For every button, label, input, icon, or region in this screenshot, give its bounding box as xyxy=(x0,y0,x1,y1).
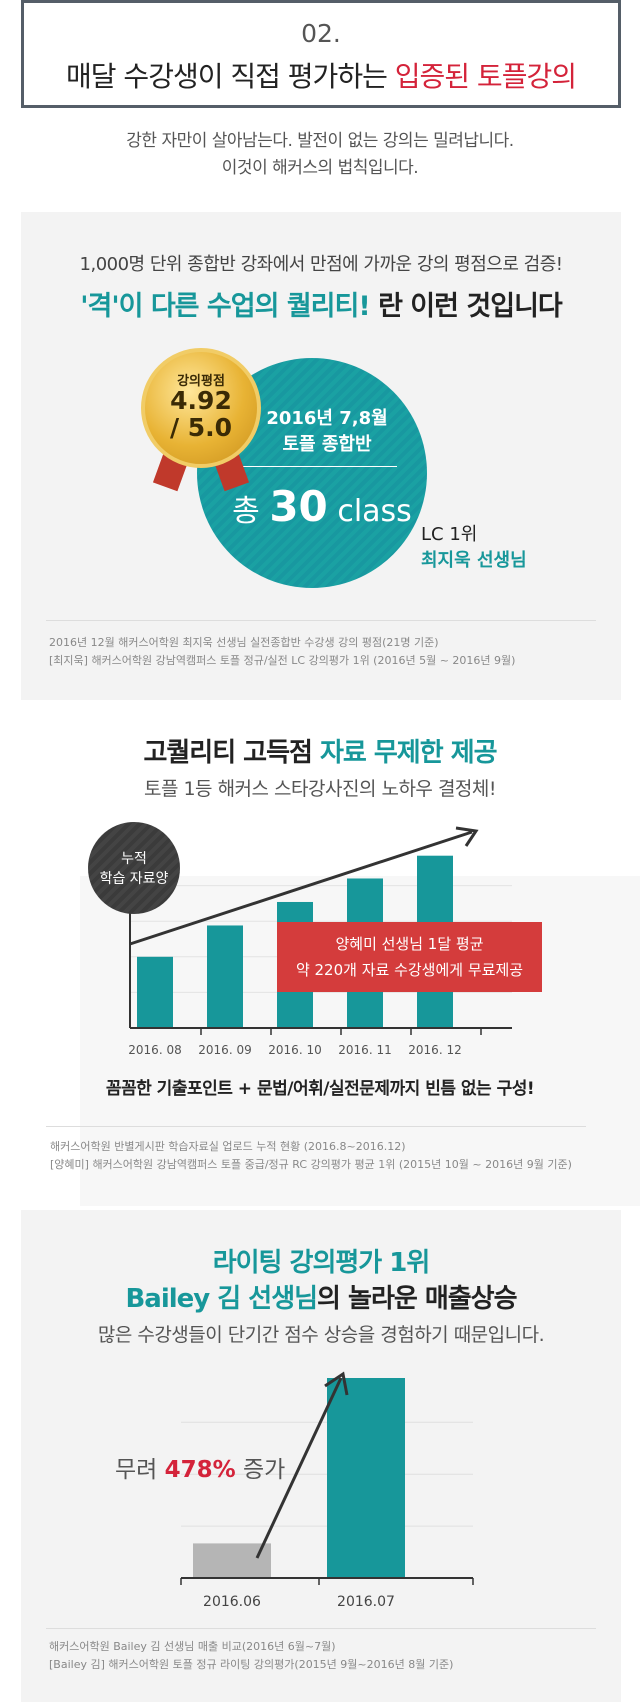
growth-arrow xyxy=(255,1377,343,1559)
footnote: 해커스어학원 Bailey 김 선생님 매출 비교(2016년 6월~7월) [… xyxy=(49,1638,453,1674)
badge-score: 4.92 / 5.0 xyxy=(145,387,257,441)
rating-title-rest: 란 이런 것입니다 xyxy=(369,291,563,322)
x-tick-label: 2016. 08 xyxy=(128,1043,181,1057)
callout-line-2: 약 220개 자료 수강생에게 무료제공 xyxy=(295,961,524,979)
count-prefix: 총 xyxy=(232,494,260,529)
growth-arrow-head xyxy=(324,1371,349,1396)
circle-line-2: 학습 자료양 xyxy=(99,871,169,887)
x-tick-label: 2016.06 xyxy=(203,1594,261,1610)
teacher-name: 최지욱 선생님 xyxy=(421,550,527,571)
callout-line-1: 양혜미 선생님 1달 평균 xyxy=(335,935,484,953)
materials-subtitle: 토플 1등 해커스 스타강사진의 노하우 결정체! xyxy=(143,778,497,800)
x-tick-label: 2016. 12 xyxy=(408,1043,461,1057)
increase-suffix: 증가 xyxy=(235,1457,286,1483)
x-tick-label: 2016. 10 xyxy=(268,1043,321,1057)
sales-title-line-1: 라이팅 강의평가 1위 xyxy=(212,1248,431,1278)
trend-arrow-head xyxy=(455,826,479,847)
intro-line-1: 강한 자만이 살아남는다. 발전이 없는 강의는 밀려납니다. xyxy=(126,131,514,151)
rating-medal-badge: 강의평점 4.92 / 5.0 xyxy=(141,348,261,468)
circle-period: 2016년 7,8월 xyxy=(266,408,388,429)
footnote-line: [양혜미] 해커스어학원 강남역캠퍼스 토플 중급/정규 RC 강의평가 평균 … xyxy=(50,1158,572,1171)
increase-value: 478% xyxy=(164,1457,236,1483)
bar xyxy=(137,956,173,1028)
free-materials-callout: 양혜미 선생님 1달 평균 약 220개 자료 수강생에게 무료제공 xyxy=(277,922,542,992)
bar xyxy=(207,925,243,1028)
materials-title-prefix: 고퀄리티 고득점 xyxy=(143,738,320,768)
section-number: 02. xyxy=(301,19,341,48)
sales-section: 라이팅 강의평가 1위 Bailey 김 선생님의 놀라운 매출상승 많은 수강… xyxy=(21,1210,621,1702)
count-number: 30 xyxy=(269,482,328,531)
badge-label: 강의평점 xyxy=(177,374,225,389)
materials-title: 고퀄리티 고득점 자료 무제한 제공 xyxy=(0,732,640,769)
sales-title-rest: 의 놀라운 매출상승 xyxy=(317,1284,517,1314)
circle-divider xyxy=(237,466,397,467)
intro-text: 강한 자만이 살아남는다. 발전이 없는 강의는 밀려납니다. 이것이 해커스의… xyxy=(0,128,640,182)
divider xyxy=(46,1126,586,1127)
footnote-line: 2016년 12월 해커스어학원 최지욱 선생님 실전종합반 수강생 강의 평점… xyxy=(49,636,439,649)
x-tick-label: 2016. 09 xyxy=(198,1043,251,1057)
circle-class-count: 총 30 class xyxy=(197,482,427,531)
badge-score-value: 4.92 xyxy=(170,386,232,415)
divider xyxy=(46,1628,596,1629)
x-tick-label: 2016.07 xyxy=(337,1594,395,1610)
trend-arrow xyxy=(129,830,473,946)
increase-prefix: 무려 xyxy=(115,1457,165,1483)
footnote-line: 해커스어학원 Bailey 김 선생님 매출 비교(2016년 6월~7월) xyxy=(49,1640,336,1653)
cumulative-materials-circle: 누적 학습 자료양 xyxy=(88,822,180,914)
sales-title-line-2: Bailey 김 선생님의 놀라운 매출상승 xyxy=(21,1278,621,1315)
teacher-highlight: Bailey 김 선생님 xyxy=(125,1284,318,1314)
sales-subtitle: 많은 수강생들이 단기간 점수 상승을 경험하기 때문입니다. xyxy=(97,1324,545,1346)
footnote-line: 해커스어학원 반별게시판 학습자료실 업로드 누적 현황 (2016.8~201… xyxy=(50,1140,406,1153)
rank-label: LC 1위 xyxy=(421,524,478,545)
footnote-line: [Bailey 김] 해커스어학원 토플 정규 라이팅 강의평가(2015년 9… xyxy=(49,1658,454,1671)
divider xyxy=(46,620,596,621)
page-title: 매달 수강생이 직접 평가하는 입증된 토플강의 xyxy=(24,55,618,95)
badge-score-max: / 5.0 xyxy=(169,413,233,442)
bar xyxy=(327,1378,405,1578)
sales-bar-chart: 2016.06 2016.07 xyxy=(180,1371,474,1610)
count-unit: class xyxy=(337,494,412,529)
materials-footer-text: 꼼꼼한 기출포인트 + 문법/어휘/실전문제까지 빈틈 없는 구성! xyxy=(105,1079,535,1099)
circle-course: 토플 종합반 xyxy=(282,434,372,455)
footnote: 해커스어학원 반별게시판 학습자료실 업로드 누적 현황 (2016.8~201… xyxy=(50,1138,572,1174)
page-title-prefix: 매달 수강생이 직접 평가하는 xyxy=(66,60,395,93)
footnote-line: [최지욱] 해커스어학원 강남역캠퍼스 토플 정규/실전 LC 강의평가 1위 … xyxy=(49,654,516,667)
rating-subtitle: 1,000명 단위 종합반 강좌에서 만점에 가까운 강의 평점으로 검증! xyxy=(79,254,563,275)
intro-line-2: 이것이 해커스의 법칙입니다. xyxy=(221,158,419,178)
footnote: 2016년 12월 해커스어학원 최지욱 선생님 실전종합반 수강생 강의 평점… xyxy=(49,634,515,670)
rating-title-highlight: '격'이 다른 수업의 퀄리티! xyxy=(80,291,370,322)
page-title-highlight: 입증된 토플강의 xyxy=(394,60,577,93)
circle-line-1: 누적 xyxy=(121,851,147,867)
rating-section: 1,000명 단위 종합반 강좌에서 만점에 가까운 강의 평점으로 검증! '… xyxy=(21,212,621,700)
x-tick-label: 2016. 11 xyxy=(338,1043,391,1057)
rating-title: '격'이 다른 수업의 퀄리티! 란 이런 것입니다 xyxy=(21,284,621,323)
sales-increase-text: 무려 478% 증가 xyxy=(115,1450,285,1484)
materials-title-highlight: 자료 무제한 제공 xyxy=(320,738,498,768)
section-header-box: 02. 매달 수강생이 직접 평가하는 입증된 토플강의 xyxy=(21,0,621,108)
bar xyxy=(193,1543,271,1578)
class-count-circle: 2016년 7,8월 토플 종합반 총 30 class xyxy=(197,358,427,588)
